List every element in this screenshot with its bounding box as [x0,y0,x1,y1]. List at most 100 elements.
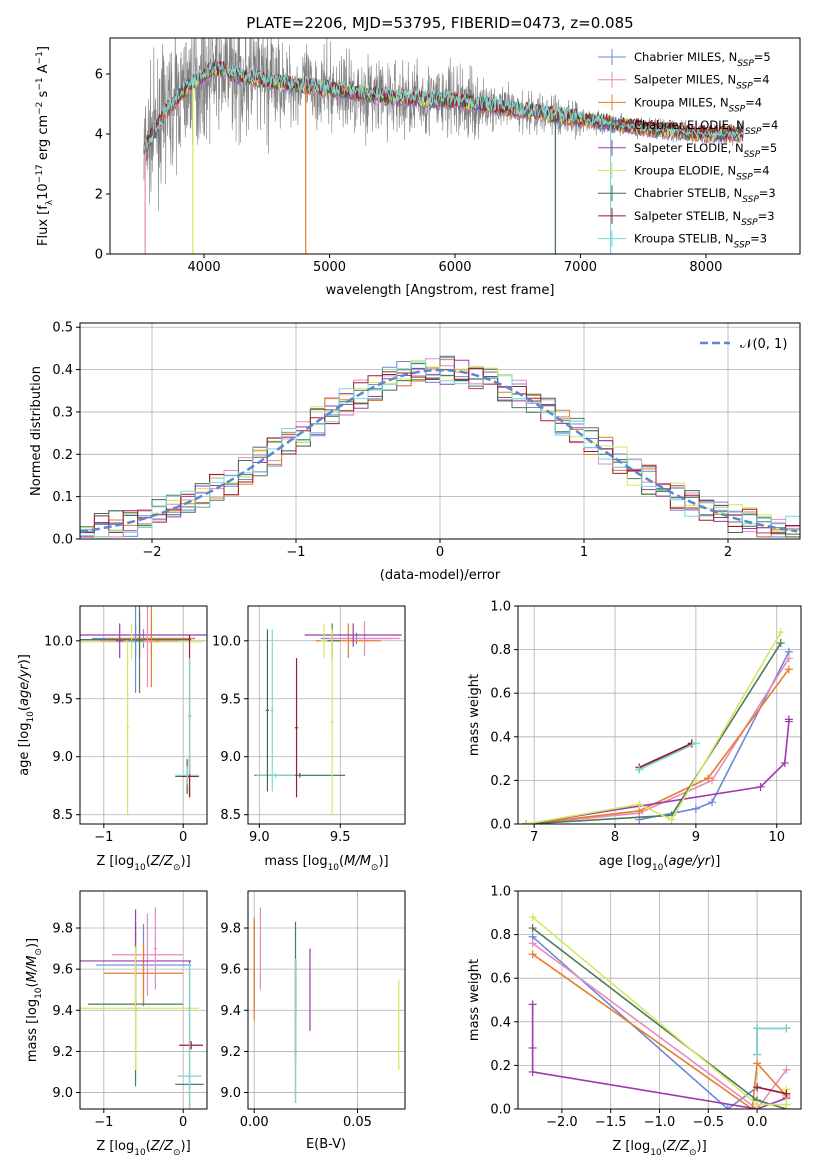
x-tick-label: 2 [724,545,732,560]
y-tick-label: 1.0 [490,885,511,900]
y-tick-label: 9.0 [52,1086,73,1101]
weight-marker [635,800,644,809]
weight-line [526,657,790,824]
weight-line [525,631,782,824]
y-tick-label: 0.8 [490,928,511,943]
y-tick-label: 1.0 [490,600,511,615]
weight-marker [691,804,700,813]
legend-label: Salpeter STELIB, NSSP=3 [634,209,775,228]
legend-label: Kroupa ELODIE, NSSP=4 [634,164,770,183]
legend-label: Salpeter ELODIE, NSSP=5 [634,141,777,160]
x-tick-label: 0 [179,1115,187,1130]
y-tick-label: 6 [95,68,103,83]
y-tick-label: 10.0 [212,634,241,649]
weight-marker [784,654,793,663]
y-tick-label: 4 [95,128,103,143]
y-tick-label: 9.0 [220,750,241,765]
mass_vs_Z-y-label: mass [log10(M/M⊙)] [25,938,44,1062]
axes-frame [247,890,406,1110]
y-tick-label: 0.1 [52,490,73,505]
age_vs_Z-x-label: Z [log10(Z/Z⊙)] [96,854,190,873]
weight-marker [782,1100,791,1109]
y-tick-label: 0.0 [490,1103,511,1118]
age_vs_Z-plot-area [80,606,207,815]
weight-line [638,742,693,769]
y-tick-label: 9.2 [220,1045,241,1060]
x-tick-label: 1 [580,545,588,560]
y-tick-label: 0.6 [490,687,511,702]
weight-marker [522,820,531,824]
axes-frame [79,605,208,825]
gaussian-legend-label: 𝒩(0, 1) [740,337,787,352]
weight-line [639,651,790,821]
age_vs_Z-panel: −1 0 8.5 9.0 9.5 10.0 [44,605,208,845]
axes-frame [79,322,801,540]
weight_vs_Z-plot-area [528,913,791,1109]
y-tick-label: 0.8 [490,643,511,658]
y-tick-label: 9.6 [52,963,73,978]
y-tick-label: 0.5 [52,321,73,336]
weight_vs_age-x-label: age [log10(age/yr)] [599,854,721,873]
age_vs_mass-panel: 9.0 9.5 8.5 9.0 9.5 10.0 [212,605,406,845]
y-tick-label: 9.0 [52,750,73,765]
weight-marker [708,776,717,785]
age_vs_Z-y-label: age [log10(age/yr)] [17,654,36,776]
weight-line [532,942,788,1109]
y-tick-label: 0.4 [52,363,73,378]
weight-marker [753,1100,762,1109]
weight-marker [528,1067,537,1076]
spectrum-panel: 4000 5000 6000 7000 8000 0 2 4 6 [95,37,801,275]
spectrum-y-label: Flux [fλ10−17 erg cm−2 s−1 A−1] [35,46,55,246]
weight-marker [704,774,713,783]
axes-frame [247,605,406,825]
mass_vs_Z-x-label: Z [log10(Z/Z⊙)] [96,1139,190,1158]
weight-marker [776,628,785,637]
x-tick-label: 9 [692,830,700,845]
weight-line [532,953,787,1109]
weight_vs_age-y-label: mass weight [467,674,482,756]
y-tick-label: 9.4 [52,1004,73,1019]
weight-marker [748,1105,757,1109]
residual-x-label: (data-model)/error [380,568,501,583]
y-tick-label: 9.4 [220,1004,241,1019]
y-tick-label: 0.2 [490,774,511,789]
weight_vs_Z-panel: −2.0 −1.5 −1.0 −0.5 0.0 0.0 0.2 0.4 0.6 0.8 1.0 [490,885,802,1130]
weight-marker [528,950,537,959]
spectrum-x-label: wavelength [Angstrom, rest frame] [326,283,555,298]
weight-marker [528,924,537,933]
weight-marker [667,815,676,824]
y-tick-label: 0.0 [52,533,73,548]
x-tick-label: −1 [286,545,305,560]
x-tick-label: −0.5 [693,1115,725,1130]
x-tick-label: −1 [94,830,113,845]
y-tick-label: 0 [95,248,103,263]
x-tick-label: 7 [530,830,538,845]
weight-marker [528,939,537,948]
weight-marker [528,1000,537,1009]
legend-label: Kroupa MILES, NSSP=4 [634,95,762,114]
weight_vs_Z-x-label: Z [log10(Z/Z⊙)] [612,1139,706,1158]
weight-marker [753,1024,762,1033]
residual-histogram-step [80,361,800,538]
y-tick-label: 8.5 [52,808,73,823]
weight-line [525,719,790,824]
weight-marker [782,1089,791,1098]
spectrum-title: PLATE=2206, MJD=53795, FIBERID=0473, z=0… [246,14,633,32]
weight_vs_age-plot-area [522,628,793,824]
weight-marker [753,1050,762,1059]
weight_vs_age-panel: 7 8 9 10 0.0 0.2 0.4 0.6 0.8 1.0 [490,600,802,845]
x-tick-label: 0.05 [343,1115,372,1130]
age_vs_mass-x-label: mass [log10(M/M⊙)] [264,854,388,873]
x-tick-label: 0.0 [747,1115,768,1130]
axes-frame [517,890,802,1110]
weight-marker [708,798,717,807]
x-tick-label: −1 [94,1115,113,1130]
x-tick-label: 9.0 [249,830,270,845]
gaussian-curve [80,368,798,533]
y-tick-label: 0.4 [490,1015,511,1030]
y-tick-label: 9.6 [220,963,241,978]
x-tick-label: 10 [768,830,785,845]
weight-line [756,1027,787,1055]
axes-frame [109,37,801,255]
